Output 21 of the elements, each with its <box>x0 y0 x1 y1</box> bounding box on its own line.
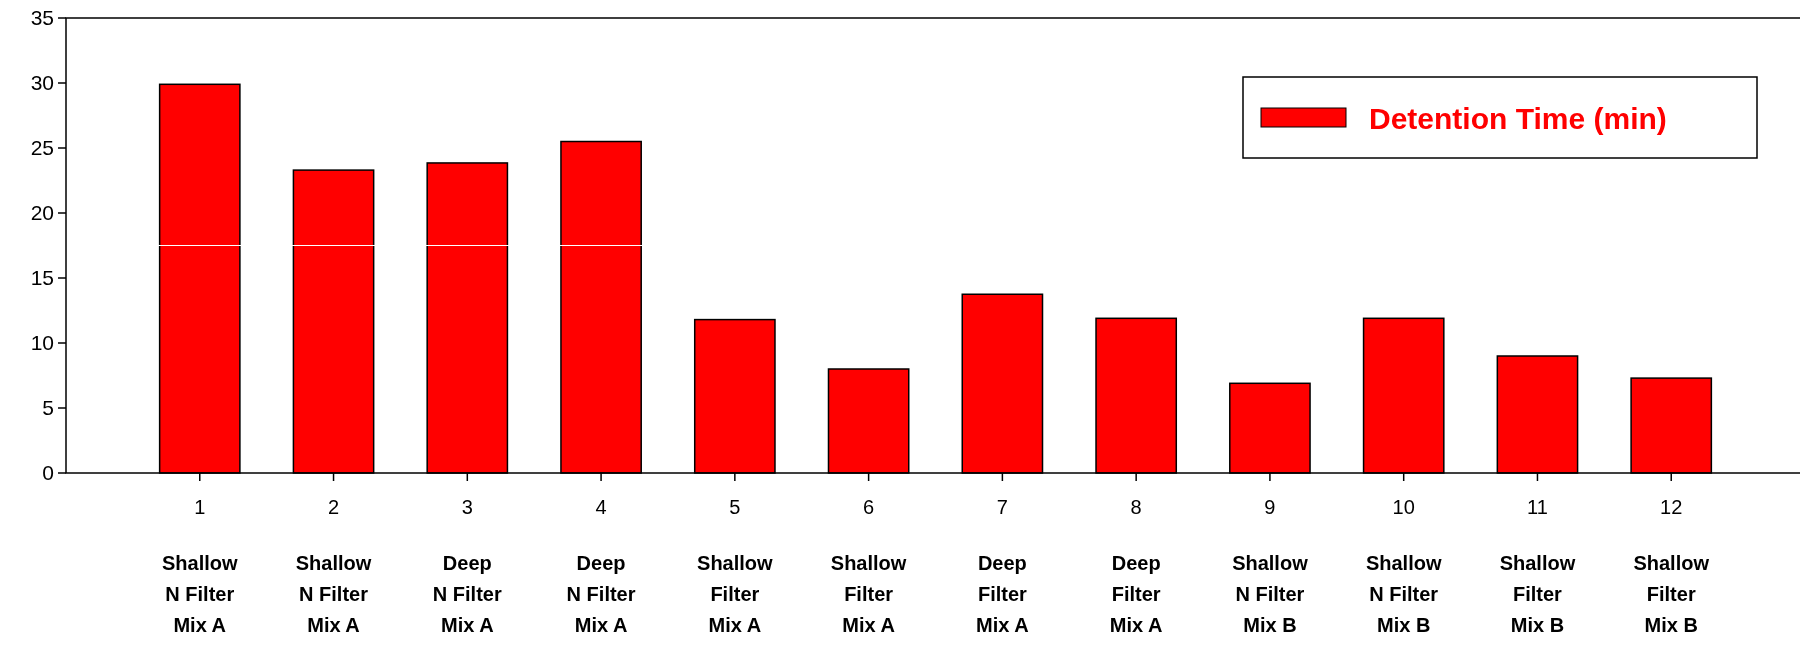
category-label: 12 Shallow Filter Mix B <box>1633 496 1710 636</box>
category-label: 11 Shallow Filter Mix B <box>1499 496 1576 636</box>
y-tick-label: 30 <box>30 71 54 95</box>
y-tick-label: 0 <box>42 461 54 485</box>
y-tick-label: 20 <box>30 201 54 225</box>
category-label: 7 Deep Filter Mix A <box>976 496 1029 636</box>
y-tick-label: 25 <box>30 136 54 160</box>
category-label: 2 Shallow N Filter Mix A <box>295 496 372 636</box>
category-label: 4 Deep N Filter Mix A <box>566 496 636 636</box>
category-label: 5 Shallow Filter Mix A <box>697 496 773 636</box>
category-label: 3 Deep N Filter Mix A <box>432 496 502 636</box>
y-tick-label: 5 <box>42 396 54 420</box>
category-label: 6 Shallow Filter Mix A <box>830 496 907 636</box>
y-tick-label: 10 <box>30 331 54 355</box>
y-tick-label: 35 <box>30 6 54 30</box>
y-tick-label: 15 <box>30 266 54 290</box>
category-label: 9 Shallow N Filter Mix B <box>1232 496 1308 636</box>
category-label: 1 Shallow N Filter Mix A <box>161 496 238 636</box>
legend-label: Detention Time (min) <box>1369 101 1667 135</box>
category-label: 8 Deep Filter Mix A <box>1109 496 1163 636</box>
category-label: 10 Shallow N Filter Mix B <box>1365 496 1442 636</box>
